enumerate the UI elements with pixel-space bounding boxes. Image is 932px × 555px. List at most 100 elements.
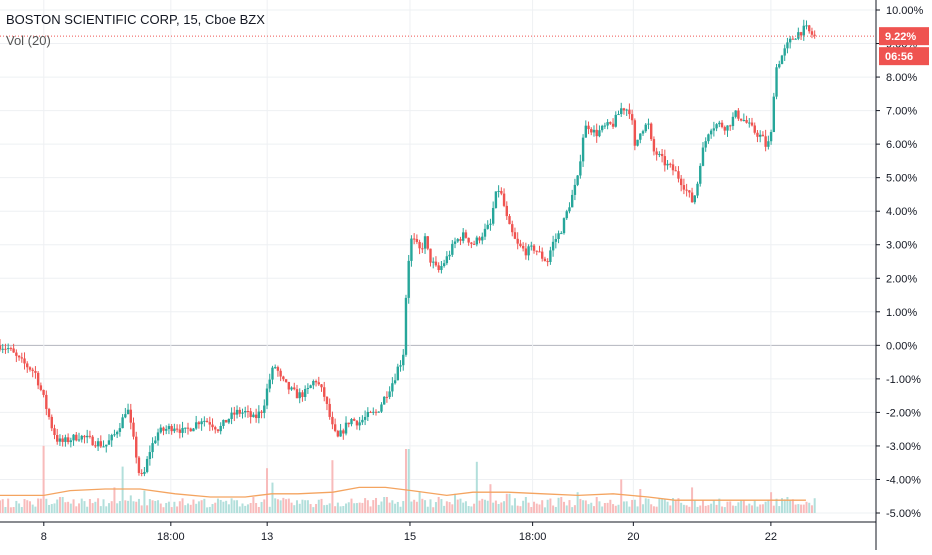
volume-bar xyxy=(282,497,285,513)
volume-bar xyxy=(505,493,508,513)
volume-bar xyxy=(355,503,358,513)
volume-bar xyxy=(0,500,1,513)
candle-body xyxy=(421,248,424,250)
volume-bar xyxy=(633,499,636,513)
candle-body xyxy=(257,411,261,419)
volume-bar xyxy=(67,501,70,513)
candle-body xyxy=(778,64,781,68)
volume-bar xyxy=(800,504,803,513)
candle-body xyxy=(396,366,400,381)
candle-body xyxy=(647,123,650,125)
volume-bar xyxy=(426,506,429,513)
candle-body xyxy=(140,472,143,474)
x-tick-label: 15 xyxy=(404,531,416,543)
volume-bar xyxy=(140,505,143,513)
volume-bar xyxy=(658,497,661,513)
candle-body xyxy=(644,124,647,132)
candle-body xyxy=(652,139,656,152)
y-tick-label: 0.00% xyxy=(886,340,917,352)
candle-body xyxy=(369,411,372,413)
volume-bar xyxy=(511,505,514,513)
candle-body xyxy=(347,422,350,425)
volume-bar xyxy=(274,498,277,513)
candle-body xyxy=(126,409,130,415)
candle-body xyxy=(587,125,590,130)
candle-body xyxy=(799,32,803,36)
volume-bar xyxy=(75,506,78,513)
candle-body xyxy=(31,369,34,371)
volume-bar xyxy=(216,498,219,513)
volume-bar xyxy=(492,502,495,513)
volume-bar xyxy=(462,502,465,513)
candle-body xyxy=(478,237,481,241)
volume-bar xyxy=(704,505,707,513)
candle-body xyxy=(374,411,378,413)
volume-bar xyxy=(456,499,459,513)
candle-body xyxy=(603,125,607,127)
candle-body xyxy=(568,207,571,212)
volume-bar xyxy=(775,498,778,513)
volume-bar xyxy=(674,499,677,513)
volume-bar xyxy=(557,497,560,513)
volume-bar xyxy=(530,507,533,513)
volume-bar xyxy=(304,500,307,513)
candle-body xyxy=(36,372,40,386)
candle-body xyxy=(205,420,209,423)
candle-body xyxy=(682,185,686,190)
volume-bar xyxy=(48,504,51,513)
candle-body xyxy=(50,416,53,429)
candle-body xyxy=(276,367,280,371)
volume-bar xyxy=(339,506,342,513)
volume-bar xyxy=(650,504,653,513)
volume-bar xyxy=(317,499,320,513)
candle-body xyxy=(303,389,307,397)
candle-body xyxy=(669,163,672,165)
y-tick-label: 8.00% xyxy=(886,72,917,84)
volume-bar xyxy=(45,498,48,513)
candle-body xyxy=(366,411,370,417)
candle-body xyxy=(189,428,192,432)
candle-body xyxy=(320,384,323,388)
candle-body xyxy=(541,251,544,259)
candle-body xyxy=(432,261,435,263)
volume-bar xyxy=(595,497,598,513)
candle-body xyxy=(663,156,667,166)
volume-bar xyxy=(225,500,228,513)
volume-bar xyxy=(336,502,339,513)
volume-bar xyxy=(255,503,258,513)
volume-bar xyxy=(287,498,290,513)
volume-bar xyxy=(573,505,576,513)
candle-body xyxy=(448,254,451,257)
volume-bar xyxy=(726,501,729,513)
candle-body xyxy=(162,427,165,431)
volume-bar xyxy=(663,498,666,513)
candle-body xyxy=(148,452,152,459)
candle-body xyxy=(500,190,503,194)
volume-bar xyxy=(53,503,56,513)
candle-body xyxy=(173,428,176,432)
volume-bar xyxy=(61,497,64,513)
volume-bar xyxy=(533,501,536,513)
volume-bar xyxy=(810,505,813,513)
candle-body xyxy=(61,438,64,442)
candle-body xyxy=(110,435,113,441)
volume-bar xyxy=(601,506,604,513)
volume-bar xyxy=(669,505,672,513)
candle-body xyxy=(263,405,266,413)
candle-body xyxy=(756,132,759,137)
last-price-badge xyxy=(879,27,929,46)
volume-bar xyxy=(203,498,206,513)
volume-bar xyxy=(693,500,696,513)
candle-body xyxy=(23,358,26,364)
volume-bar xyxy=(598,501,601,513)
candle-body xyxy=(388,391,391,398)
volume-bar xyxy=(718,498,721,513)
volume-bar xyxy=(429,499,432,513)
volume-bar xyxy=(666,501,669,513)
candle-body xyxy=(222,419,225,426)
volume-bar xyxy=(467,506,470,513)
candle-body xyxy=(794,38,797,40)
volume-bar xyxy=(813,498,816,513)
